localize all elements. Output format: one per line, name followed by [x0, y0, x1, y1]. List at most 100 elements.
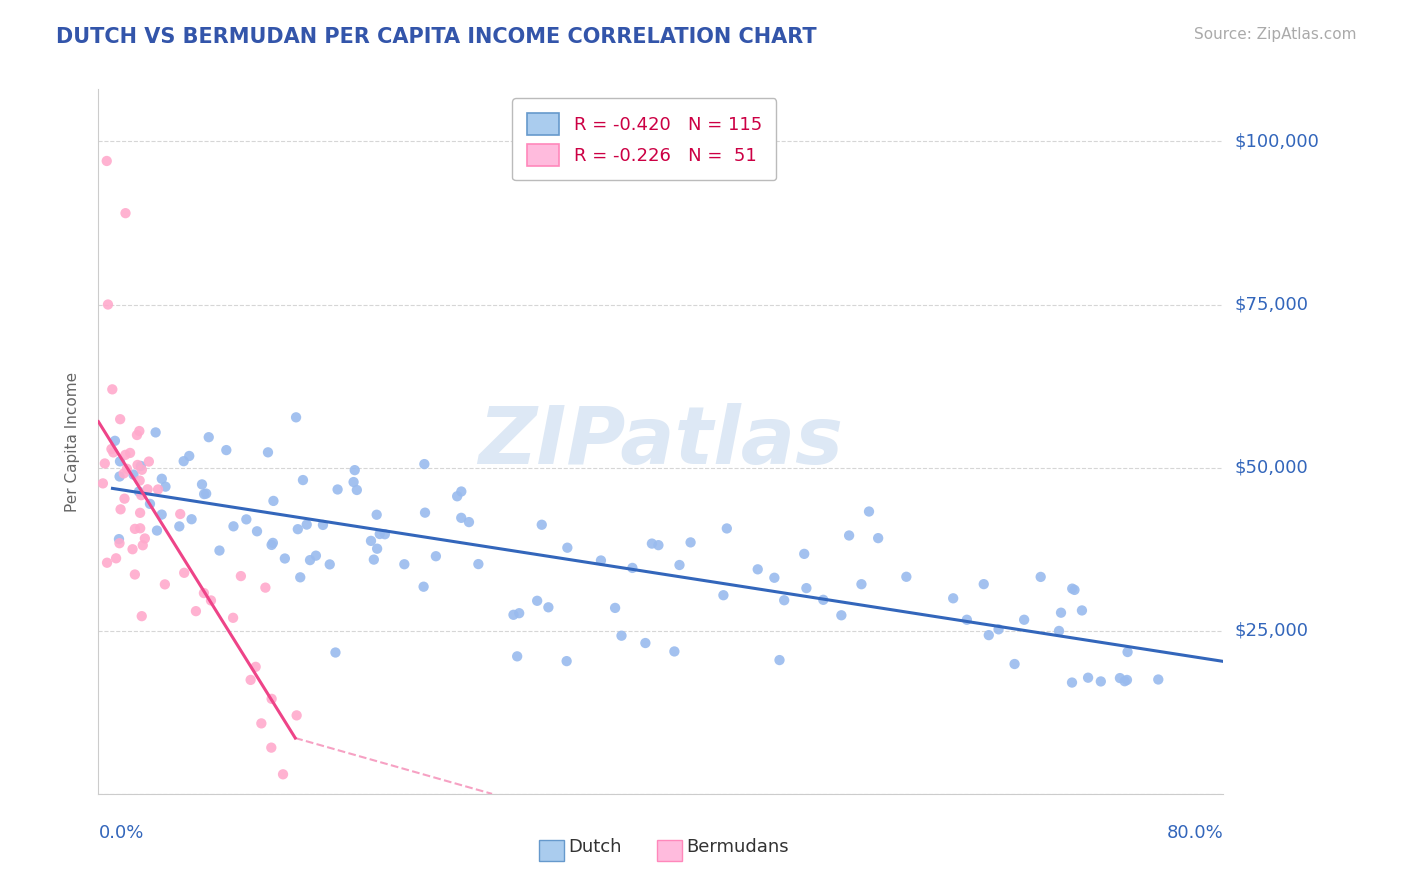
Point — [298, 553, 321, 567]
Point — [285, 410, 308, 425]
Point — [153, 577, 176, 591]
Point — [121, 542, 143, 557]
Point — [793, 547, 815, 561]
Point — [115, 462, 138, 476]
Point — [413, 506, 436, 520]
Point — [508, 606, 530, 620]
Point — [366, 541, 388, 556]
Text: $50,000: $50,000 — [1234, 458, 1308, 476]
Point — [274, 551, 297, 566]
Text: 80.0%: 80.0% — [1167, 824, 1223, 842]
Point — [747, 562, 769, 576]
Point — [458, 515, 481, 529]
Point — [716, 521, 738, 535]
Point — [180, 512, 202, 526]
Point — [184, 604, 207, 618]
Point — [1062, 582, 1084, 596]
Text: $25,000: $25,000 — [1234, 622, 1309, 640]
Point — [796, 581, 818, 595]
Point — [94, 457, 117, 471]
Point — [150, 472, 173, 486]
Point — [425, 549, 447, 564]
Point — [502, 607, 524, 622]
Point — [257, 445, 280, 459]
Point — [138, 454, 160, 468]
Point — [145, 425, 167, 440]
Point — [197, 430, 219, 444]
Point — [122, 467, 145, 482]
Point — [530, 517, 553, 532]
Point — [208, 543, 231, 558]
Point — [97, 297, 120, 311]
Point — [1071, 603, 1094, 617]
Point — [179, 449, 201, 463]
Point — [200, 593, 222, 607]
Point — [973, 577, 995, 591]
Point — [343, 463, 366, 477]
Point — [169, 519, 191, 533]
Point — [305, 549, 328, 563]
Point — [108, 454, 131, 468]
Point — [291, 473, 314, 487]
Point — [108, 532, 131, 546]
Point — [1109, 671, 1132, 685]
Point — [647, 538, 669, 552]
Point — [1090, 674, 1112, 689]
Point — [1077, 671, 1099, 685]
Point — [129, 506, 152, 520]
Point — [346, 483, 368, 497]
Point — [169, 507, 191, 521]
Point — [114, 491, 136, 506]
Point — [1029, 570, 1052, 584]
Point — [245, 660, 267, 674]
FancyBboxPatch shape — [540, 839, 564, 861]
Point — [621, 561, 644, 575]
Point — [977, 628, 1000, 642]
Point — [239, 673, 262, 687]
Point — [325, 646, 347, 660]
Point — [193, 586, 215, 600]
Point — [112, 467, 135, 481]
Point — [664, 644, 686, 658]
Point — [131, 463, 153, 477]
Point — [125, 428, 148, 442]
Point — [150, 508, 173, 522]
Point — [838, 528, 860, 542]
Point — [262, 494, 284, 508]
Point — [132, 538, 155, 552]
Point — [506, 649, 529, 664]
Point — [1063, 582, 1085, 597]
Point — [610, 629, 633, 643]
Point — [1116, 645, 1139, 659]
Text: $75,000: $75,000 — [1234, 295, 1309, 313]
Point — [254, 581, 277, 595]
Point — [173, 566, 195, 580]
Point — [287, 522, 309, 536]
Point — [260, 740, 283, 755]
Point — [128, 474, 150, 488]
Point — [262, 536, 284, 550]
Point — [128, 424, 150, 438]
Point — [250, 716, 273, 731]
Point — [467, 557, 489, 571]
Text: Source: ZipAtlas.com: Source: ZipAtlas.com — [1194, 27, 1357, 42]
Point — [101, 382, 124, 396]
Point — [96, 153, 118, 168]
Point — [139, 497, 162, 511]
Point — [641, 536, 664, 550]
Point — [235, 512, 257, 526]
Point — [537, 600, 560, 615]
Point — [229, 569, 252, 583]
Point — [768, 653, 790, 667]
Point — [114, 448, 136, 462]
Point — [100, 442, 122, 456]
Point — [1114, 674, 1136, 689]
Point — [634, 636, 657, 650]
Point — [215, 443, 238, 458]
Point — [319, 558, 342, 572]
Point — [1004, 657, 1026, 671]
Point — [295, 517, 318, 532]
Point — [129, 521, 152, 535]
Point — [146, 483, 169, 497]
Point — [713, 588, 735, 602]
